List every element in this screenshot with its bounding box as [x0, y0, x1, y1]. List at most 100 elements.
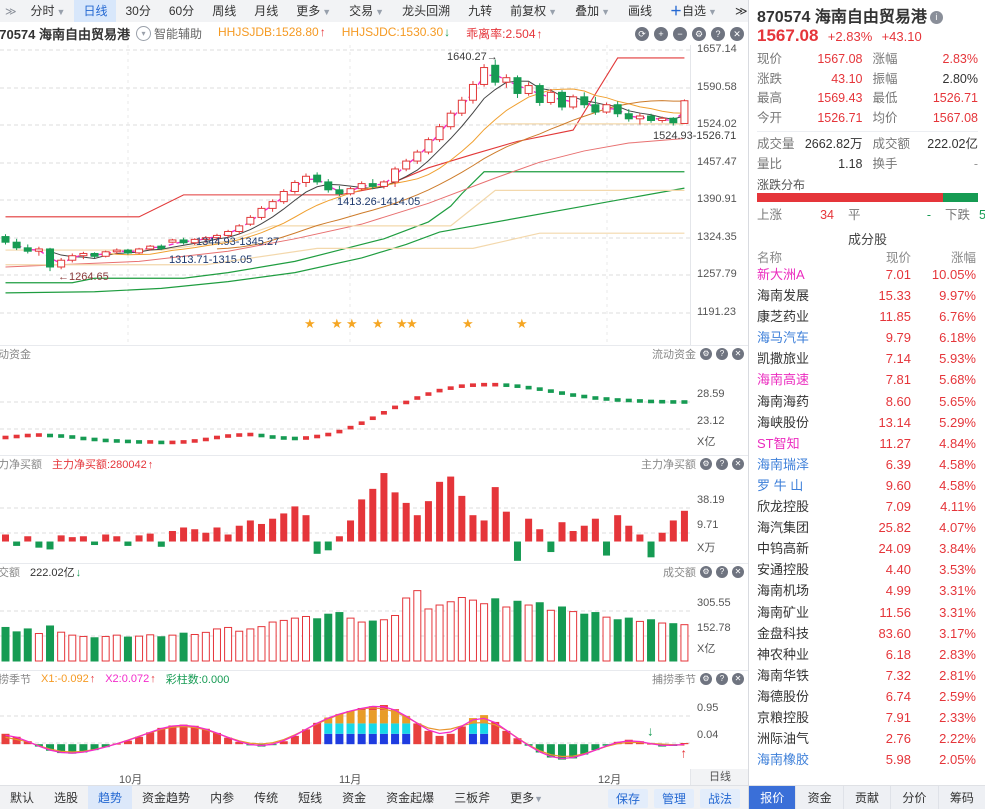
strategy-tab-内参[interactable]: 内参 — [210, 791, 235, 805]
strategy-tab-传统[interactable]: 传统 — [254, 791, 279, 805]
green-upper-line — [5, 171, 685, 284]
close-icon[interactable]: ✕ — [732, 458, 744, 470]
constituent-row[interactable]: 海南矿业 11.56 3.31% — [749, 602, 985, 623]
quote-tab-贡献[interactable]: 贡献 — [844, 786, 892, 809]
constituent-row[interactable]: 神农种业 6.18 2.83% — [749, 644, 985, 665]
constituent-row[interactable]: 罗 牛 山 9.60 4.58% — [749, 475, 985, 496]
candle — [335, 189, 344, 195]
toolbar-item-交易[interactable]: 交易 ▼ — [349, 4, 385, 18]
period-tab-日线[interactable]: 日线 — [74, 0, 117, 22]
help-icon[interactable]: ? — [716, 566, 728, 578]
constituent-row[interactable]: 金盘科技 83.60 3.17% — [749, 623, 985, 644]
strategy-tab-更多[interactable]: 更多▼ — [510, 791, 544, 805]
strategy-tab-默认[interactable]: 默认 — [10, 791, 35, 805]
gear-icon[interactable]: ⚙ — [692, 26, 706, 41]
period-tab-月线[interactable]: 月线 — [254, 4, 279, 18]
strategy-tab-短线[interactable]: 短线 — [298, 791, 323, 805]
close-icon[interactable]: ✕ — [730, 26, 744, 41]
help-icon[interactable]: ? — [711, 26, 725, 41]
gear-icon[interactable]: ⚙ — [700, 348, 712, 360]
constituent-row[interactable]: ST智知 11.27 4.84% — [749, 433, 985, 454]
gear-icon[interactable]: ⚙ — [700, 566, 712, 578]
action-button-保存[interactable]: 保存 — [607, 788, 648, 808]
plot-turnover[interactable] — [0, 579, 690, 670]
toolbar-item-龙头回溯[interactable]: 龙头回溯 — [402, 4, 451, 18]
constituent-name: 中钨高新 — [757, 541, 810, 557]
constituent-row[interactable]: 康芝药业 11.85 6.76% — [749, 306, 985, 327]
period-tab-30分[interactable]: 30分 — [125, 4, 151, 18]
close-icon[interactable]: ✕ — [732, 566, 744, 578]
constituent-row[interactable]: 京粮控股 7.91 2.33% — [749, 707, 985, 728]
info-icon[interactable]: i — [929, 11, 943, 24]
close-icon[interactable]: ✕ — [732, 348, 744, 360]
toolbar-item-前复权[interactable]: 前复权 ▼ — [510, 4, 558, 18]
constituent-row[interactable]: 中钨高新 24.09 3.84% — [749, 538, 985, 559]
help-icon[interactable]: ? — [716, 673, 728, 685]
gear-icon[interactable]: ⚙ — [700, 458, 712, 470]
help-icon[interactable]: ? — [716, 348, 728, 360]
period-tab-分时[interactable]: 分时 ▼ — [30, 4, 66, 18]
constituent-row[interactable]: 海南发展 15.33 9.97% — [749, 285, 985, 306]
strategy-tab-选股[interactable]: 选股 — [54, 791, 79, 805]
stat-label: 今开 — [757, 110, 783, 125]
main-candlestick-chart[interactable] — [0, 45, 690, 345]
quote-tab-分价[interactable]: 分价 — [891, 786, 939, 809]
toolbar-item-自选[interactable]: ＋自选 ▼ — [670, 4, 717, 18]
col-name[interactable]: 名称 — [757, 251, 783, 265]
constituent-row[interactable]: 海南高速 7.81 5.68% — [749, 369, 985, 390]
price-annotation: 1344.93-1345.27 — [196, 236, 280, 248]
constituent-row[interactable]: 海汽集团 25.82 4.07% — [749, 517, 985, 538]
strategy-tab-资金[interactable]: 资金 — [342, 791, 367, 805]
constituent-row[interactable]: 海南瑞泽 6.39 4.58% — [749, 454, 985, 475]
strategy-tab-趋势[interactable]: 趋势 — [88, 786, 133, 809]
help-icon[interactable]: ? — [716, 458, 728, 470]
constituent-row[interactable]: 凯撒旅业 7.14 5.93% — [749, 348, 985, 369]
quote-tab-资金[interactable]: 资金 — [796, 786, 844, 809]
constituent-row[interactable]: 海南橡胶 5.98 2.05% — [749, 749, 985, 770]
constituent-row[interactable]: 海南华铁 7.32 2.81% — [749, 665, 985, 686]
gear-icon[interactable]: ⚙ — [700, 673, 712, 685]
constituents-list: 新大洲A 7.01 10.05% 海南发展 15.33 9.97% 康芝药业 11.85 6.7… — [749, 264, 985, 770]
plot-fishing-season[interactable]: ↓↑ — [0, 686, 690, 770]
close-icon[interactable]: ✕ — [732, 673, 744, 685]
period-tab-周线[interactable]: 周线 — [212, 4, 237, 18]
constituent-row[interactable]: 洲际油气 2.76 2.22% — [749, 728, 985, 749]
constituent-row[interactable]: 海峡股份 13.14 5.29% — [749, 412, 985, 433]
chevron-down-icon: ▼ — [534, 794, 544, 804]
quote-tab-筹码[interactable]: 筹码 — [939, 786, 985, 809]
constituent-name: 海南海药 — [757, 393, 810, 409]
minus-icon[interactable]: − — [673, 26, 687, 41]
plus-icon[interactable]: + — [654, 26, 668, 41]
constituent-row[interactable]: 海南机场 4.99 3.31% — [749, 580, 985, 601]
plot-liquid[interactable] — [0, 361, 690, 455]
toolbar-item-九转[interactable]: 九转 — [468, 4, 493, 18]
strategy-tab-三板斧[interactable]: 三板斧 — [454, 791, 491, 805]
plot-main-net-buy[interactable] — [0, 471, 690, 563]
period-tab-60分[interactable]: 60分 — [168, 4, 195, 18]
action-button-管理[interactable]: 管理 — [653, 788, 694, 808]
action-button-战法[interactable]: 战法 — [699, 788, 740, 808]
toolbar-item-叠加[interactable]: 叠加 ▼ — [575, 4, 610, 18]
smart-assist-label[interactable]: 智能辅助 — [154, 27, 203, 41]
smart-assist-icon[interactable]: ▾ — [136, 26, 151, 41]
toolbar-right-group: 交易 ▼ 龙头回溯 九转 前复权 ▼ 叠加 ▼ 画线 ＋自选 ▼ ≫ — [340, 0, 756, 22]
refresh-icon[interactable]: ⟳ — [635, 26, 649, 41]
toolbar-item-画线[interactable]: 画线 — [628, 4, 653, 18]
quote-tab-报价[interactable]: 报价 — [749, 786, 797, 809]
plus-icon: ＋ — [670, 4, 683, 18]
constituent-row[interactable]: 海马汽车 9.79 6.18% — [749, 327, 985, 348]
constituent-row[interactable]: 欣龙控股 7.09 4.11% — [749, 496, 985, 517]
constituent-row[interactable]: 海南海药 8.60 5.65% — [749, 391, 985, 412]
candle — [413, 151, 422, 162]
stock-code-name[interactable]: 870574 海南自由贸易港 — [0, 27, 130, 42]
toolbar-item-≫[interactable]: ≫ — [734, 4, 748, 18]
constituent-row[interactable]: 新大洲A 7.01 10.05% — [749, 264, 985, 285]
col-price[interactable]: 现价 — [885, 251, 911, 265]
constituent-row[interactable]: 安通控股 4.40 3.53% — [749, 559, 985, 580]
col-change[interactable]: 涨幅 — [950, 251, 976, 265]
period-tab-更多[interactable]: 更多 ▼ — [296, 4, 332, 18]
strategy-tab-资金起爆[interactable]: 资金起爆 — [386, 791, 435, 805]
strategy-tab-资金趋势[interactable]: 资金趋势 — [142, 791, 191, 805]
constituent-row[interactable]: 海德股份 6.74 2.59% — [749, 686, 985, 707]
collapse-panel-icon[interactable]: ≫ — [5, 5, 17, 18]
